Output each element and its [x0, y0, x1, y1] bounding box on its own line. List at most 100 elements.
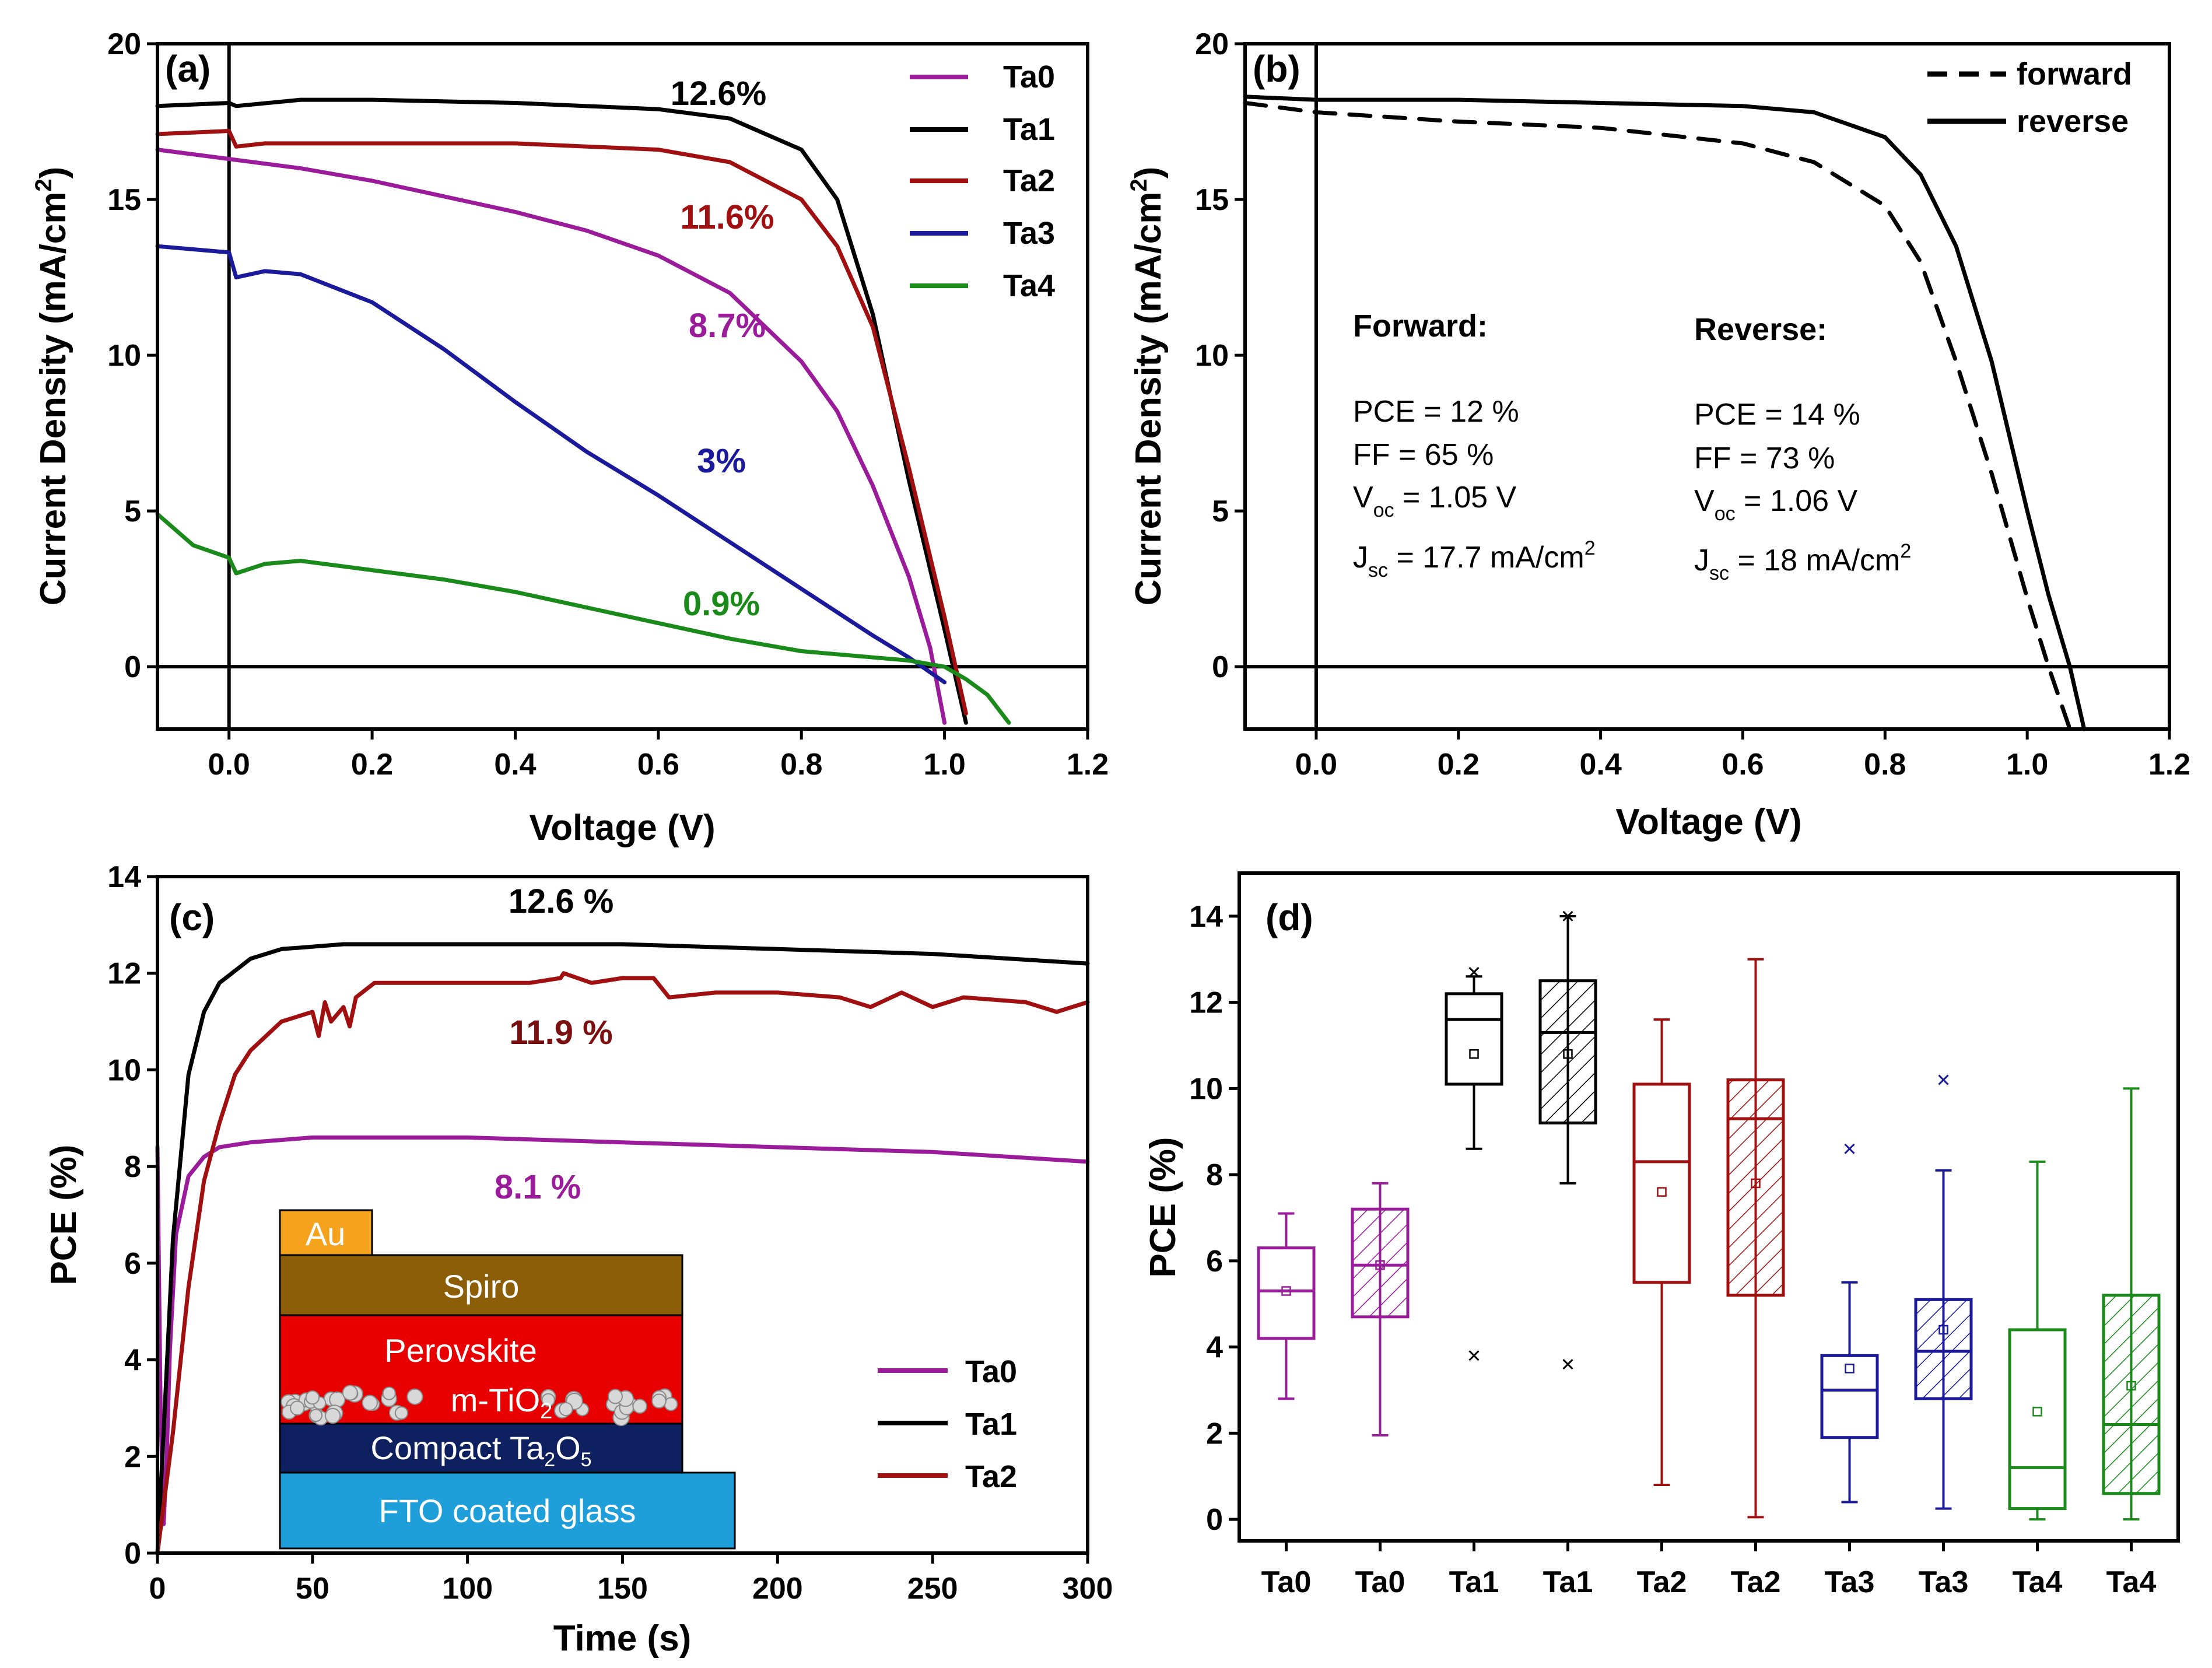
panel-d-ytick-label: 2 [1206, 1417, 1223, 1450]
stack-label-fto: FTO coated glass [379, 1492, 636, 1529]
box-ta0-hatched-mean [1375, 1260, 1385, 1270]
panel-a-xtick-label: 0.0 [208, 748, 250, 782]
legend-label-c-ta1: Ta1 [965, 1407, 1017, 1442]
panel-a-series-ta4 [155, 512, 1011, 725]
panel-b-xlabel: Voltage (V) [1615, 802, 1801, 842]
stack-layer-spiro [279, 1254, 683, 1316]
panel-d-category-label: Ta1 [1449, 1565, 1499, 1599]
panel-a-ann-ta1: 12.6% [671, 75, 766, 113]
panel-a-label: (a) [165, 48, 211, 90]
panel-d-ytick-label: 0 [1206, 1503, 1223, 1537]
panel-c-xtick-label: 50 [296, 1572, 329, 1606]
panel-b-xtick-label: 0.2 [1438, 748, 1480, 782]
legend-label-ta1: Ta1 [1003, 112, 1055, 147]
mtio2-particle [664, 1397, 678, 1411]
panel-a-series [155, 44, 1088, 729]
panel-b-xtick-label: 0.0 [1295, 748, 1337, 782]
panel-b-series-reverse [1243, 94, 2087, 731]
panel-c-xtick-label: 250 [907, 1572, 958, 1606]
panel-b-xtick-label: 1.0 [2006, 748, 2048, 782]
box-ta3-plain-outlier [1844, 1143, 1855, 1154]
panel-d-category-label: Ta1 [1543, 1565, 1593, 1599]
panel-d-category-label: Ta2 [1731, 1565, 1781, 1599]
stack-label-compact: Compact Ta2O5 [370, 1429, 591, 1471]
panel-c-series-ta2 [155, 971, 1090, 1555]
panel-a-xtick-label: 1.2 [1067, 748, 1109, 782]
reverse-voc: Voc = 1.06 V [1694, 484, 1858, 525]
forward-title: Forward: [1353, 309, 1488, 344]
forward-ff: FF = 65 % [1353, 438, 1494, 472]
panel-a-xtick-label: 0.2 [351, 748, 393, 782]
box-ta0-hatched-box [1351, 1207, 1410, 1319]
panel-b-ytick-label: 0 [1212, 650, 1229, 684]
mtio2-particle [290, 1400, 305, 1416]
mtio2-particle [559, 1402, 573, 1417]
legend-label-ta2: Ta2 [1003, 163, 1055, 198]
box-ta3-hatched-outlier [1938, 1074, 1949, 1085]
box-ta4-hatched-mean [2126, 1380, 2136, 1391]
mtio2-particle [382, 1386, 396, 1400]
panel-c-xtick-label: 300 [1063, 1572, 1113, 1606]
panel-d-category-label: Ta3 [1825, 1565, 1875, 1599]
panel-c-xlabel: Time (s) [553, 1618, 692, 1659]
box-ta1-hatched-box [1538, 979, 1597, 1124]
box-ta3-hatched-mean [1938, 1324, 1948, 1335]
box-ta4-plain-box [2008, 1328, 2067, 1511]
panel-a-ytick-label: 5 [124, 495, 141, 528]
panel-c-ytick-label: 12 [107, 957, 141, 991]
box-ta1-hatched-mean [1563, 1049, 1573, 1059]
panel-a-xtick-label: 0.8 [780, 748, 822, 782]
panel-a-series-ta2 [155, 129, 968, 716]
panel-c-ann-ta2: 11.9 % [509, 1014, 612, 1052]
mtio2-particle [305, 1390, 320, 1405]
panel-d-category-label: Ta0 [1355, 1565, 1405, 1599]
panel-a-ytick-label: 20 [107, 27, 141, 61]
mtio2-particle [632, 1399, 647, 1414]
panel-a-frame [156, 42, 1089, 731]
panel-d-category-label: Ta0 [1261, 1565, 1312, 1599]
panel-d-category-label: Ta2 [1637, 1565, 1687, 1599]
panel-d-ytick-label: 10 [1189, 1072, 1223, 1106]
panel-c-label: (c) [169, 896, 215, 938]
panel-a-ytick-label: 0 [124, 650, 141, 684]
box-ta3-hatched-box [1914, 1298, 1973, 1400]
legend-label-ta3: Ta3 [1003, 216, 1055, 251]
panel-c-ytick-label: 8 [124, 1150, 141, 1184]
box-ta4-hatched-box [2102, 1294, 2161, 1495]
stack-layer-compact [279, 1422, 683, 1474]
panel-a-xtick-label: 0.6 [637, 748, 679, 782]
mtio2-particle [651, 1393, 667, 1409]
panel-a: 0.0 0.2 0.4 0.6 0.8 1.0 1.2 0 5 10 15 20 (a) Voltag… [31, 27, 1109, 848]
panel-b-ticks: 0.0 0.2 0.4 0.6 0.8 1.0 1.2 0 5 10 15 20 [1195, 27, 2190, 782]
box-ta3-plain-box [1820, 1354, 1879, 1439]
panel-c-ann-ta1: 12.6 % [509, 882, 614, 920]
panel-b-ytick-label: 10 [1195, 339, 1229, 373]
panel-a-series-ta1 [155, 97, 968, 725]
panel-d-category-label: Ta4 [2106, 1565, 2157, 1599]
panel-b-legend: forward reverse [1927, 57, 2132, 139]
panel-c: FTO coated glass Compact Ta2O5 Perovskit… [44, 860, 1113, 1659]
mtio2-particle [406, 1388, 423, 1405]
reverse-title: Reverse: [1694, 312, 1827, 347]
panel-c-ylabel: PCE (%) [44, 1144, 84, 1285]
panel-c-xtick-label: 200 [752, 1572, 803, 1606]
box-ta2-plain-box [1632, 1082, 1691, 1284]
reverse-pce: PCE = 14 % [1694, 398, 1860, 432]
reverse-ff: FF = 73 % [1694, 441, 1835, 475]
panel-a-ann-ta3: 3% [697, 442, 746, 480]
stack-layer-fto [279, 1471, 736, 1550]
forward-pce: PCE = 12 % [1353, 395, 1519, 429]
panel-b-label: (b) [1253, 48, 1300, 90]
panel-c-ytick-label: 14 [107, 860, 141, 894]
panel-d-ylabel: PCE (%) [1143, 1137, 1183, 1277]
panel-a-ylabel: Current Density (mA/cm2) [31, 167, 73, 606]
panel-c-xtick-label: 150 [597, 1572, 648, 1606]
box-ta1-plain-mean [1469, 1049, 1479, 1059]
reverse-jsc: Jsc = 18 mA/cm2 [1694, 540, 1911, 584]
panel-b-xtick-label: 0.4 [1579, 748, 1621, 782]
box-ta0-plain-mean [1281, 1286, 1291, 1296]
panel-b-series-forward [1243, 101, 2072, 731]
box-ta1-plain-outlier [1468, 1350, 1480, 1361]
panel-b: 0.0 0.2 0.4 0.6 0.8 1.0 1.2 0 5 10 15 20 (b) Voltag… [1126, 27, 2190, 842]
